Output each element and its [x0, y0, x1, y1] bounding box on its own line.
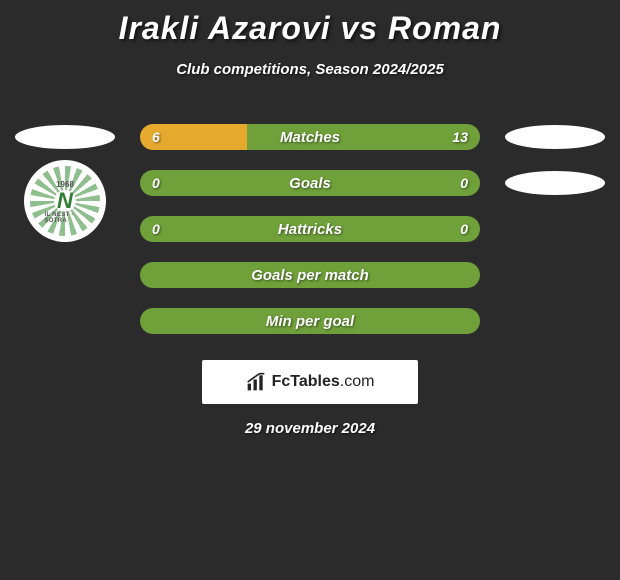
stat-bar: 0 Hattricks 0 [140, 216, 480, 242]
page-title: Irakli Azarovi vs Roman [0, 0, 620, 47]
stat-value-right: 0 [460, 216, 468, 242]
bar-fill-right [140, 262, 480, 288]
stat-bar: Min per goal [140, 308, 480, 334]
stat-row-goals: 1968 N IL NEST - SOTRA 0 Goals 0 [0, 160, 620, 206]
left-side-slot [10, 252, 120, 298]
player-right-club-oval [505, 171, 605, 195]
bar-area: 0 Hattricks 0 [120, 216, 500, 242]
brand-chart-icon [246, 372, 266, 392]
right-side-slot [500, 114, 610, 160]
right-side-slot [500, 298, 610, 344]
left-side-slot: 1968 N IL NEST - SOTRA [10, 160, 120, 206]
stat-value-left: 0 [152, 170, 160, 196]
player-left-club-badge: 1968 N IL NEST - SOTRA [24, 160, 106, 242]
stat-value-right: 13 [452, 124, 468, 150]
stat-row-min-per-goal: Min per goal [0, 298, 620, 344]
bar-area: 0 Goals 0 [120, 170, 500, 196]
player-left-avatar-oval [15, 125, 115, 149]
bar-fill-right [140, 308, 480, 334]
stats-rows: 6 Matches 13 1968 N IL NEST - SOTRA 0 Go… [0, 114, 620, 344]
brand-box: FcTables.com [202, 360, 418, 404]
stat-value-right: 0 [460, 170, 468, 196]
date-text: 29 november 2024 [0, 420, 620, 437]
right-side-slot [500, 206, 610, 252]
stat-bar: Goals per match [140, 262, 480, 288]
left-side-slot [10, 114, 120, 160]
right-side-slot [500, 160, 610, 206]
brand-text: FcTables.com [272, 373, 375, 391]
bar-area: Goals per match [120, 262, 500, 288]
stat-value-left: 0 [152, 216, 160, 242]
subtitle: Club competitions, Season 2024/2025 [0, 61, 620, 78]
stat-row-goals-per-match: Goals per match [0, 252, 620, 298]
stat-value-left: 6 [152, 124, 160, 150]
player-right-avatar-oval [505, 125, 605, 149]
stat-row-matches: 6 Matches 13 [0, 114, 620, 160]
club-letter: N [57, 188, 73, 214]
bar-area: Min per goal [120, 308, 500, 334]
stat-bar: 0 Goals 0 [140, 170, 480, 196]
bar-area: 6 Matches 13 [120, 124, 500, 150]
left-side-slot [10, 298, 120, 344]
bar-fill-right [247, 124, 480, 150]
right-side-slot [500, 252, 610, 298]
bar-fill-right [140, 170, 480, 196]
club-name-small: IL NEST - SOTRA [45, 212, 86, 224]
bar-fill-right [140, 216, 480, 242]
stat-bar: 6 Matches 13 [140, 124, 480, 150]
